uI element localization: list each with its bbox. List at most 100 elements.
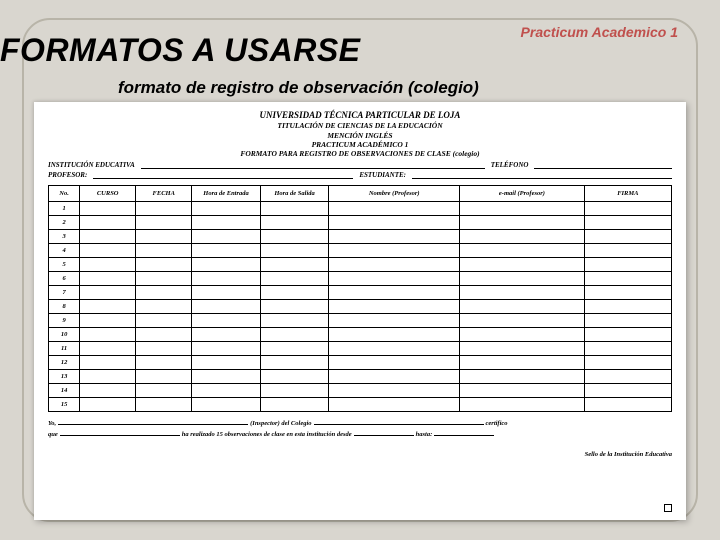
table-row: 5	[49, 257, 672, 271]
table-cell	[584, 229, 671, 243]
table-row: 10	[49, 327, 672, 341]
sello-label: Sello de la Institución Educativa	[48, 451, 672, 458]
table-cell	[80, 299, 136, 313]
footer-blank-name	[58, 418, 248, 425]
table-cell	[329, 243, 460, 257]
table-cell	[584, 397, 671, 411]
header-line-3: MENCIÓN INGLÉS	[48, 131, 672, 140]
table-cell	[80, 243, 136, 257]
table-cell	[260, 383, 329, 397]
table-cell	[136, 397, 192, 411]
table-cell	[80, 383, 136, 397]
row-number-cell: 11	[49, 341, 80, 355]
table-row: 12	[49, 355, 672, 369]
table-cell	[192, 355, 261, 369]
table-cell	[584, 313, 671, 327]
footer-realizado: ha realizado 15 observaciones de clase e…	[182, 430, 352, 440]
table-cell	[80, 215, 136, 229]
table-cell	[460, 313, 585, 327]
table-row: 6	[49, 271, 672, 285]
form-sheet: UNIVERSIDAD TÉCNICA PARTICULAR DE LOJA T…	[34, 102, 686, 520]
table-cell	[460, 369, 585, 383]
table-row: 9	[49, 313, 672, 327]
header-line-4: PRACTICUM ACADÉMICO 1	[48, 140, 672, 149]
table-cell	[460, 243, 585, 257]
table-row: 11	[49, 341, 672, 355]
table-col-header: FIRMA	[584, 185, 671, 201]
footer-certifico: certifico	[486, 419, 508, 429]
row-number-cell: 12	[49, 355, 80, 369]
table-cell	[460, 355, 585, 369]
table-col-header: CURSO	[80, 185, 136, 201]
table-cell	[192, 327, 261, 341]
table-cell	[460, 229, 585, 243]
table-cell	[329, 369, 460, 383]
table-cell	[80, 313, 136, 327]
row-number-cell: 5	[49, 257, 80, 271]
table-cell	[192, 299, 261, 313]
table-cell	[192, 397, 261, 411]
table-cell	[329, 383, 460, 397]
table-cell	[260, 355, 329, 369]
table-cell	[192, 383, 261, 397]
header-line-5: FORMATO PARA REGISTRO DE OBSERVACIONES D…	[48, 149, 672, 158]
footer-yo: Yo,	[48, 419, 56, 429]
table-cell	[192, 285, 261, 299]
table-cell	[460, 299, 585, 313]
table-cell	[584, 201, 671, 215]
table-cell	[136, 215, 192, 229]
table-cell	[136, 299, 192, 313]
table-cell	[329, 201, 460, 215]
table-row: 4	[49, 243, 672, 257]
table-cell	[460, 215, 585, 229]
table-cell	[260, 327, 329, 341]
corner-label: Practicum Academico 1	[521, 24, 678, 40]
institucion-blank	[141, 161, 485, 169]
table-col-header: Hora de Entrada	[192, 185, 261, 201]
table-cell	[329, 397, 460, 411]
table-cell	[260, 201, 329, 215]
table-cell	[260, 215, 329, 229]
telefono-label: TELÉFONO	[491, 161, 529, 169]
row-number-cell: 6	[49, 271, 80, 285]
row-number-cell: 14	[49, 383, 80, 397]
table-cell	[136, 229, 192, 243]
profesor-label: PROFESOR:	[48, 171, 87, 179]
table-row: 8	[49, 299, 672, 313]
table-cell	[80, 341, 136, 355]
table-cell	[584, 271, 671, 285]
table-cell	[460, 285, 585, 299]
table-cell	[329, 229, 460, 243]
info-row-1: INSTITUCIÓN EDUCATIVA TELÉFONO	[48, 161, 672, 169]
table-cell	[192, 201, 261, 215]
table-cell	[136, 271, 192, 285]
table-cell	[460, 341, 585, 355]
table-cell	[584, 299, 671, 313]
row-number-cell: 8	[49, 299, 80, 313]
page-corner-box	[664, 504, 672, 512]
row-number-cell: 15	[49, 397, 80, 411]
table-cell	[584, 285, 671, 299]
table-cell	[329, 285, 460, 299]
table-col-header: No.	[49, 185, 80, 201]
table-header-row: No.CURSOFECHAHora de EntradaHora de Sali…	[49, 185, 672, 201]
table-cell	[584, 355, 671, 369]
row-number-cell: 1	[49, 201, 80, 215]
table-col-header: e-mail (Profesor)	[460, 185, 585, 201]
table-cell	[329, 313, 460, 327]
row-number-cell: 9	[49, 313, 80, 327]
table-cell	[260, 313, 329, 327]
table-cell	[460, 397, 585, 411]
table-cell	[192, 271, 261, 285]
footer-blank-que	[60, 429, 180, 436]
table-row: 7	[49, 285, 672, 299]
table-cell	[260, 341, 329, 355]
estudiante-label: ESTUDIANTE:	[359, 171, 406, 179]
table-cell	[260, 369, 329, 383]
footer-inspector: (Inspector) del Colegio	[250, 419, 311, 429]
form-header: UNIVERSIDAD TÉCNICA PARTICULAR DE LOJA T…	[48, 110, 672, 159]
table-cell	[584, 341, 671, 355]
table-row: 2	[49, 215, 672, 229]
table-cell	[136, 327, 192, 341]
table-cell	[260, 397, 329, 411]
